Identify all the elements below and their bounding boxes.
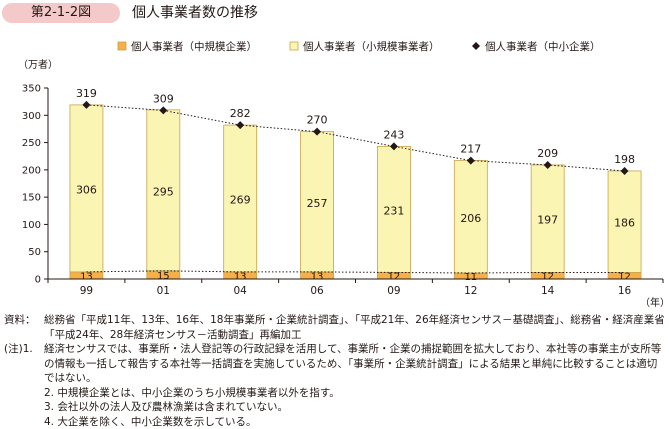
- y-tick-label: 300: [22, 111, 41, 122]
- legend-small-scale-swatch: [290, 42, 298, 50]
- bar-medium-scale-label: 13: [311, 271, 324, 282]
- bar-small-scale-label: 186: [614, 217, 635, 230]
- total-value-label: 270: [307, 114, 328, 127]
- x-tick-label: 16: [618, 285, 632, 297]
- note-4: 4. 大企業を除く、中小企業数を示している。: [4, 415, 666, 429]
- x-tick-label: 14: [541, 285, 555, 297]
- bar-medium-scale-label: 15: [157, 271, 170, 282]
- bar-medium-scale-label: 12: [618, 272, 631, 283]
- source-note: 資料： 総務省「平成11年、13年、16年、18年事業所・企業統計調査」、「平成…: [4, 313, 666, 342]
- x-tick-label: 04: [234, 285, 248, 297]
- y-tick-label: 50: [28, 247, 41, 258]
- source-label: 資料：: [4, 313, 44, 342]
- y-axis-label: （万者）: [18, 59, 58, 71]
- y-tick-label: 100: [22, 220, 41, 231]
- y-tick-label: 150: [22, 193, 41, 204]
- legend-medium-scale-swatch: [118, 42, 126, 50]
- x-axis-label: （年）: [640, 296, 669, 309]
- bar-medium-scale-label: 12: [388, 272, 401, 283]
- note-label: (注)1.: [4, 342, 44, 386]
- note-1-text: 経済センサスでは、事業所・法人登記等の行政記録を活用して、事業所・企業の捕捉範囲…: [44, 342, 666, 386]
- bar-small-scale-label: 295: [153, 185, 174, 198]
- bar-small-scale-label: 206: [460, 212, 481, 225]
- y-tick-label: 0: [35, 275, 41, 286]
- y-tick-label: 250: [22, 138, 41, 149]
- note-1: (注)1. 経済センサスでは、事業所・法人登記等の行政記録を活用して、事業所・企…: [4, 342, 666, 386]
- bar-medium-scale-label: 13: [234, 271, 247, 282]
- y-axis: 0 50 100 150 200 250 300 350: [22, 84, 48, 286]
- bar-medium-scale-label: 13: [80, 271, 93, 282]
- note-3: 3. 会社以外の法人及び農林漁業は含まれていない。: [4, 400, 666, 415]
- total-value-label: 198: [614, 153, 635, 166]
- total-value-label: 209: [537, 147, 558, 160]
- total-value-label: 217: [460, 143, 481, 156]
- legend-total-swatch: [472, 42, 480, 50]
- total-value-label: 309: [153, 92, 174, 105]
- total-value-label: 243: [383, 128, 404, 141]
- bar-medium-scale-label: 12: [541, 272, 554, 283]
- note-2: 2. 中規模企業とは、中小企業のうち小規模事業者以外を指す。: [4, 386, 666, 401]
- bar-small-scale-label: 197: [537, 214, 558, 227]
- legend-small-scale-label: 個人事業者（小規模事業者）: [303, 40, 440, 53]
- chart-legend: 個人事業者（中規模企業） 個人事業者（小規模事業者） 個人事業者（中小企業）: [118, 40, 601, 53]
- x-axis: 99 01 04 06 09 12 14 16: [48, 279, 663, 297]
- legend-medium-scale-label: 個人事業者（中規模企業）: [131, 40, 257, 53]
- total-value-label: 282: [230, 107, 251, 120]
- x-tick-label: 09: [387, 285, 400, 297]
- y-tick-label: 350: [22, 84, 41, 95]
- legend-total-label: 個人事業者（中小企業）: [485, 40, 601, 53]
- x-tick-label: 06: [310, 285, 324, 297]
- bar-medium-scale-label: 11: [464, 272, 477, 283]
- population-chart: 個人事業者（中規模企業） 個人事業者（小規模事業者） 個人事業者（中小企業） （万者…: [0, 0, 669, 312]
- total-value-label: 319: [76, 87, 97, 100]
- bar-small-scale-label: 269: [230, 194, 251, 207]
- source-text: 総務省「平成11年、13年、16年、18年事業所・企業統計調査」、「平成21年、…: [44, 313, 666, 342]
- y-tick-label: 200: [22, 165, 41, 176]
- x-tick-label: 01: [157, 285, 170, 297]
- x-tick-label: 12: [464, 285, 477, 297]
- bar-small-scale-label: 231: [383, 204, 404, 217]
- bar-small-scale-label: 257: [307, 197, 328, 210]
- bars: 306 13 295 15 269 13 257 13 231 12 206 11 197 12 186 12: [70, 105, 641, 283]
- x-tick-label: 99: [80, 285, 93, 297]
- bar-small-scale-label: 306: [76, 183, 97, 196]
